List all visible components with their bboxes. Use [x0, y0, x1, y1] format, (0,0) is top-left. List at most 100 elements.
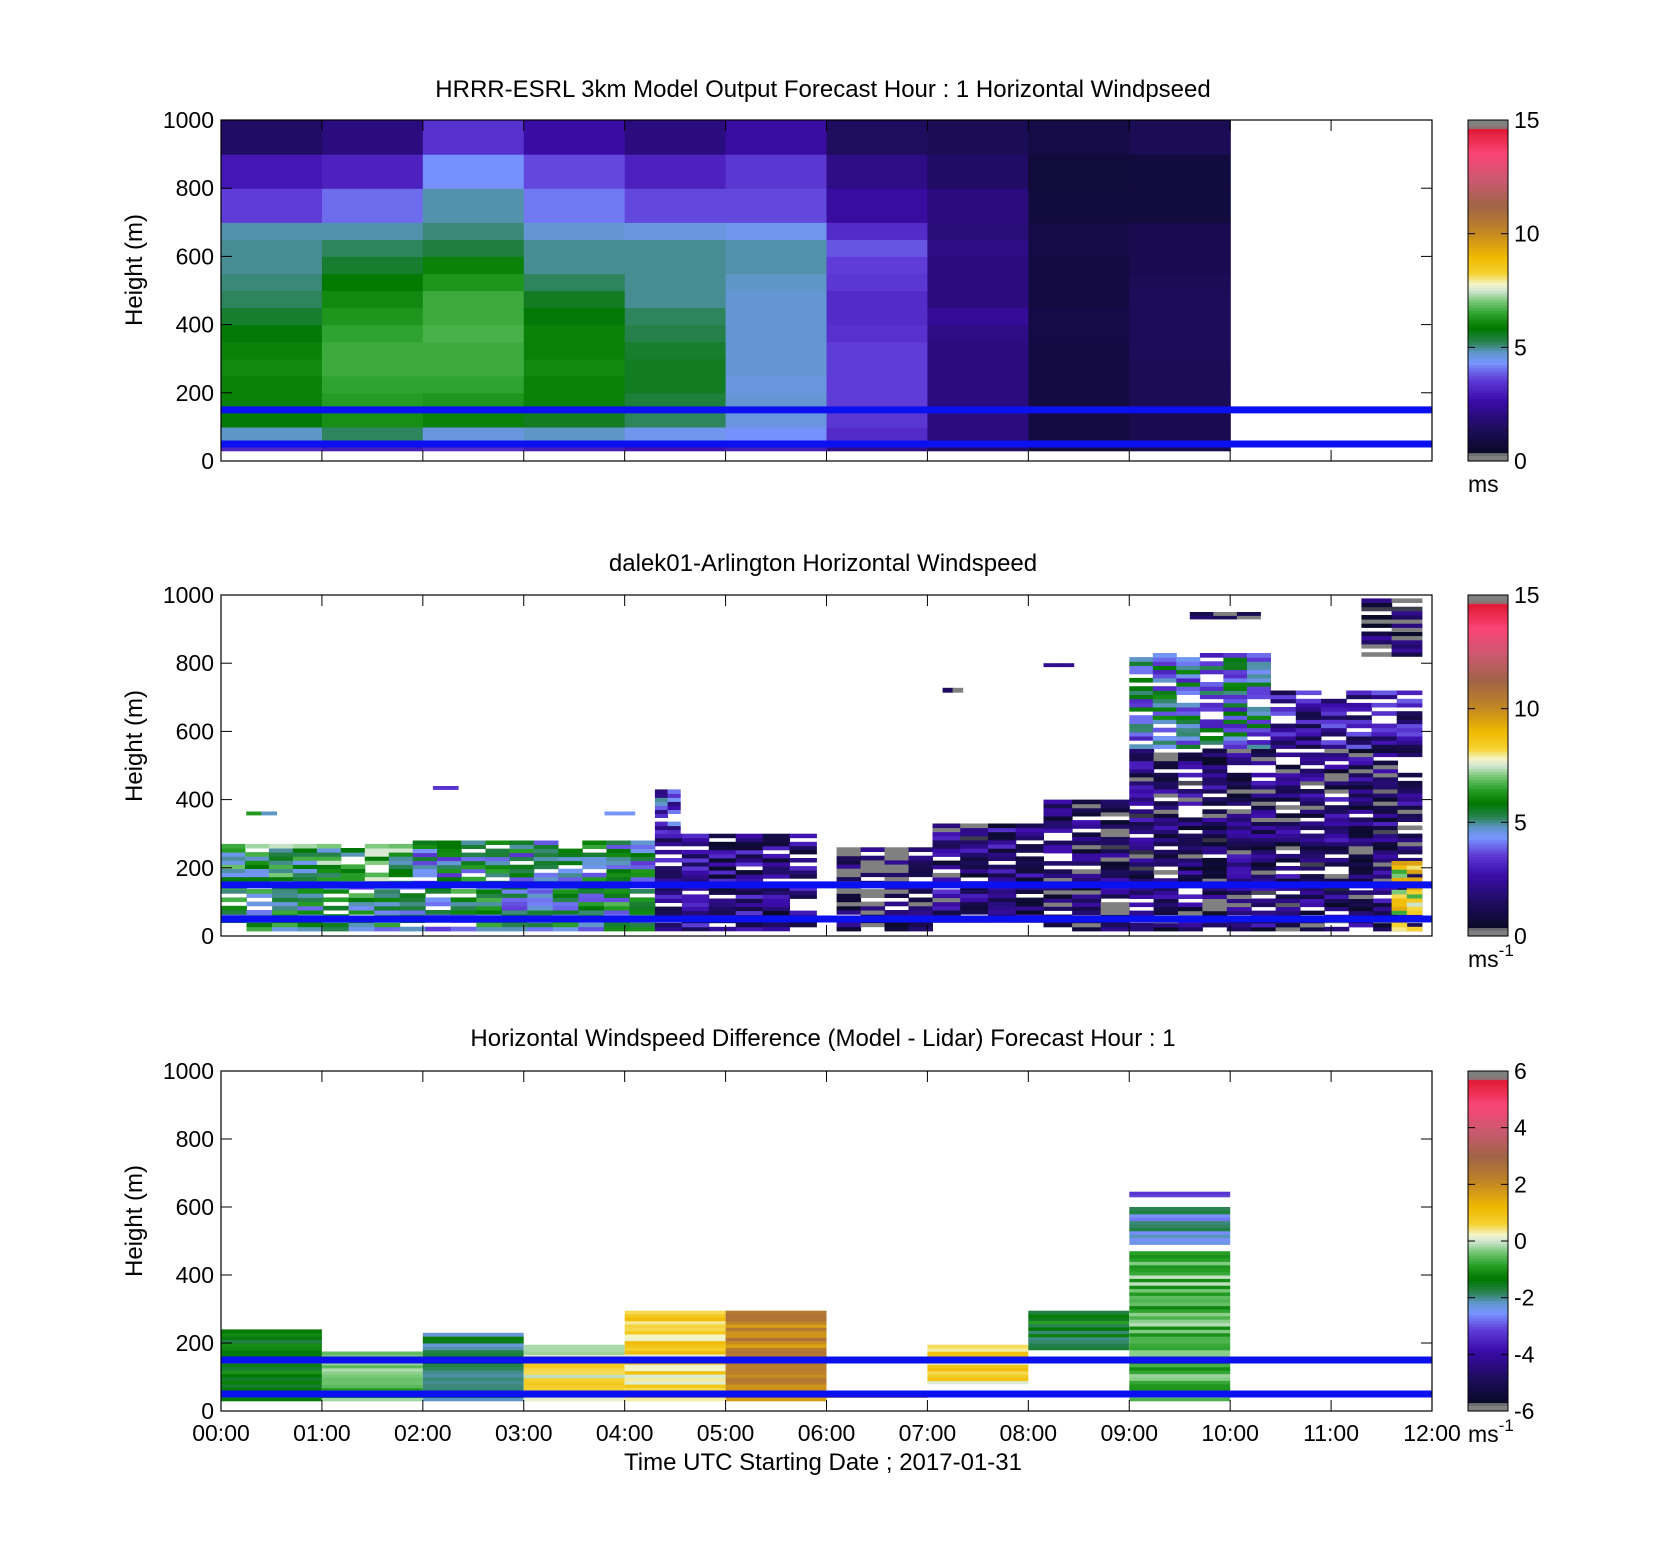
colorbar-segment — [1468, 708, 1508, 713]
heatmap-cell — [1015, 823, 1044, 829]
heatmap-cell — [221, 256, 323, 275]
heatmap-cell — [221, 1363, 322, 1368]
heatmap-cell — [1129, 1370, 1231, 1375]
heatmap-cell — [1300, 825, 1325, 831]
heatmap-cell — [523, 409, 626, 428]
heatmap-cell — [629, 905, 656, 911]
heatmap-cell — [1152, 653, 1177, 658]
colorbar-segment — [1468, 418, 1508, 422]
heatmap-cell — [1275, 926, 1301, 932]
heatmap-cell — [461, 868, 486, 874]
heatmap-cell — [1153, 789, 1179, 794]
colorbar-segment — [1468, 307, 1508, 311]
heatmap-cell — [1028, 358, 1130, 377]
heatmap-cell — [272, 922, 299, 928]
heatmap-cell — [884, 876, 909, 882]
heatmap-cell — [348, 922, 375, 928]
heatmap-cell — [1072, 869, 1102, 874]
heatmap-cell — [1247, 731, 1271, 737]
heatmap-cell — [1361, 652, 1393, 657]
heatmap-cell — [1129, 1217, 1231, 1222]
heatmap-cell — [1129, 1224, 1231, 1228]
heatmap-cell — [582, 876, 607, 882]
heatmap-cell — [708, 902, 737, 907]
heatmap-cell — [654, 878, 683, 883]
colorbar-segment — [1468, 702, 1508, 707]
heatmap-cell — [908, 922, 933, 928]
heatmap-cell — [1129, 677, 1154, 683]
heatmap-cell — [1129, 756, 1155, 762]
heatmap-cell — [1270, 690, 1297, 696]
heatmap-cell — [1324, 841, 1350, 847]
heatmap-cell — [1129, 1241, 1231, 1245]
heatmap-cell — [221, 868, 246, 874]
x-tick-label: 10:00 — [1201, 1420, 1259, 1446]
heatmap-cell — [1275, 825, 1301, 831]
x-tick-label: 06:00 — [798, 1420, 856, 1446]
heatmap-cell — [374, 905, 401, 911]
colorbar-segment — [1468, 367, 1508, 371]
colorbar-segment — [1468, 1297, 1508, 1302]
heatmap-cell — [523, 1377, 625, 1382]
heatmap-cell — [1129, 1383, 1231, 1388]
heatmap-cell — [725, 324, 828, 343]
heatmap-cell — [1251, 760, 1277, 766]
heatmap-cell — [826, 222, 928, 240]
heatmap-cell — [624, 239, 727, 257]
heatmap-cell — [1153, 756, 1179, 762]
colorbar-segment — [1468, 1122, 1508, 1126]
heatmap-cell — [221, 856, 246, 861]
heatmap-cell — [1397, 841, 1423, 847]
heatmap-cell — [1202, 874, 1228, 879]
heatmap-cell — [884, 872, 909, 878]
heatmap-cell — [1295, 719, 1322, 725]
heatmap-cell — [272, 910, 299, 915]
heatmap-cell — [1397, 797, 1423, 802]
colorbar-unit-label: ms-1 — [1468, 1416, 1514, 1447]
heatmap-cell — [952, 687, 964, 693]
heatmap-cell — [476, 901, 503, 907]
heatmap-cell — [988, 893, 1017, 899]
colorbar-segment — [1468, 1218, 1508, 1222]
heatmap-cell — [1176, 723, 1201, 729]
heatmap-cell — [1295, 736, 1322, 741]
colorbar-segment — [1468, 873, 1508, 877]
heatmap-cell — [762, 898, 790, 903]
heatmap-cell — [578, 922, 605, 928]
heatmap-cell — [1348, 870, 1374, 875]
heatmap-cell — [708, 886, 737, 891]
heatmap-cell — [1406, 889, 1423, 895]
heatmap-cell — [1129, 358, 1231, 377]
colorbar-segment — [1468, 256, 1508, 260]
heatmap-cell — [425, 889, 452, 894]
heatmap-cell — [412, 864, 438, 870]
heatmap-cell — [578, 910, 605, 915]
heatmap-cell — [221, 864, 246, 869]
heatmap-cell — [1348, 780, 1374, 786]
heatmap-cell — [1129, 1191, 1231, 1195]
heatmap-cell — [1321, 698, 1347, 704]
heatmap-cell — [476, 893, 503, 898]
heatmap-cell — [988, 868, 1017, 874]
colorbar-segment — [1468, 1292, 1508, 1296]
heatmap-cell — [552, 905, 579, 911]
colorbar-segment — [1468, 1215, 1508, 1219]
heatmap-cell — [1270, 698, 1297, 704]
heatmap-cell — [1251, 752, 1277, 758]
heatmap-cell — [316, 848, 342, 853]
heatmap-cell — [988, 889, 1017, 894]
heatmap-cell — [1178, 878, 1203, 883]
heatmap-cell — [1247, 690, 1271, 695]
heatmap-cell — [1072, 894, 1102, 899]
heatmap-cell — [1072, 824, 1102, 829]
heatmap-cell — [960, 831, 989, 837]
heatmap-cell — [1176, 744, 1201, 749]
heatmap-cell — [1178, 870, 1203, 875]
heatmap-cell — [221, 273, 323, 292]
heatmap-cell — [582, 860, 607, 866]
heatmap-cell — [762, 845, 790, 851]
heatmap-cell — [725, 1317, 827, 1322]
colorbar-segment — [1468, 364, 1508, 368]
colorbar-segment — [1468, 449, 1508, 454]
